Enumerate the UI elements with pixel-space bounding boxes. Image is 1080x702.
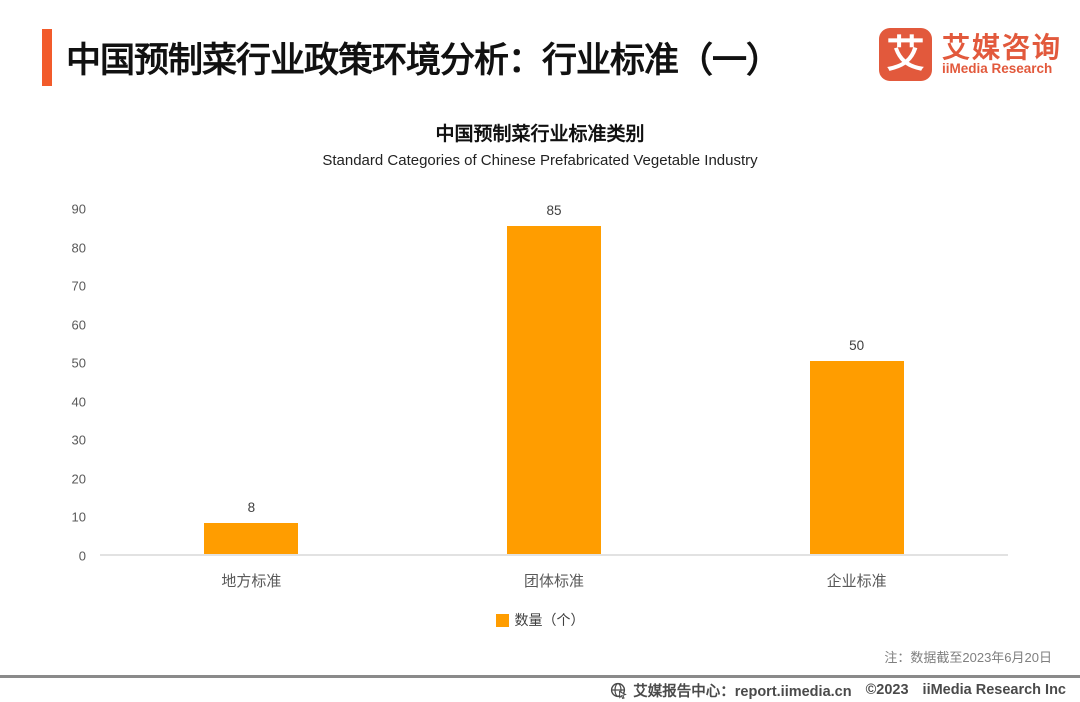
x-axis-label: 团体标准 (524, 573, 585, 590)
y-axis: 0 10 20 30 40 50 60 70 80 90 (0, 203, 86, 563)
y-axis-tick: 10 (71, 509, 86, 525)
footer-report-center: 艾媒报告中心：report.iimedia.cn (633, 683, 852, 700)
y-axis-tick: 30 (71, 432, 86, 448)
legend-swatch (495, 613, 509, 627)
title-accent-bar (42, 28, 52, 86)
iimedia-logo: 艾 艾媒咨询 iiMedia Research (878, 28, 1062, 81)
y-axis-tick: 70 (71, 278, 86, 294)
y-axis-tick: 40 (71, 394, 86, 410)
footer-copyright: ©2023 (865, 682, 909, 698)
x-axis-label: 地方标准 (221, 573, 282, 590)
iimedia-logo-text: 艾媒咨询 iiMedia Research (941, 31, 1062, 77)
chart-legend: 数量（个） (0, 610, 1080, 630)
globe-cursor-icon (610, 682, 628, 699)
logo-brand-cn: 艾媒咨询 (941, 31, 1062, 63)
y-axis-tick: 0 (78, 548, 86, 564)
bar-地方标准 (204, 523, 299, 554)
x-axis-label: 企业标准 (826, 573, 887, 590)
y-axis-tick: 20 (71, 471, 86, 487)
bar-value-label: 8 (247, 500, 256, 516)
chart-subtitle: Standard Categories of Chinese Prefabric… (322, 152, 758, 169)
logo-brand-en: iiMedia Research (941, 61, 1053, 77)
plot-area: 8 85 50 (100, 203, 1008, 556)
bar-企业标准 (809, 361, 904, 554)
footer: 艾媒报告中心：report.iimedia.cn ©2023 iiMedia R… (0, 675, 1080, 702)
y-axis-tick: 50 (71, 355, 86, 371)
x-axis-labels: 地方标准 团体标准 企业标准 (100, 570, 1008, 591)
page-title: 中国预制菜行业政策环境分析：行业标准（一） (66, 40, 781, 80)
legend-label: 数量（个） (514, 612, 585, 628)
header: 中国预制菜行业政策环境分析：行业标准（一） 艾 艾媒咨询 iiMedia Res… (42, 26, 1064, 88)
bar-团体标准 (507, 226, 601, 554)
bar-value-label: 50 (849, 338, 865, 354)
chart-title: 中国预制菜行业标准类别 (435, 124, 645, 145)
bar-value-label: 85 (546, 203, 562, 219)
bar-chart: 0 10 20 30 40 50 60 70 80 90 8 85 50 (0, 203, 1080, 563)
data-note: 注：数据截至2023年6月20日 (884, 650, 1052, 665)
y-axis-tick: 80 (71, 240, 86, 256)
iimedia-logo-icon: 艾 (878, 28, 932, 81)
y-axis-tick: 60 (71, 317, 86, 333)
footer-company: iiMedia Research Inc (922, 682, 1066, 698)
y-axis-tick: 90 (71, 201, 86, 217)
